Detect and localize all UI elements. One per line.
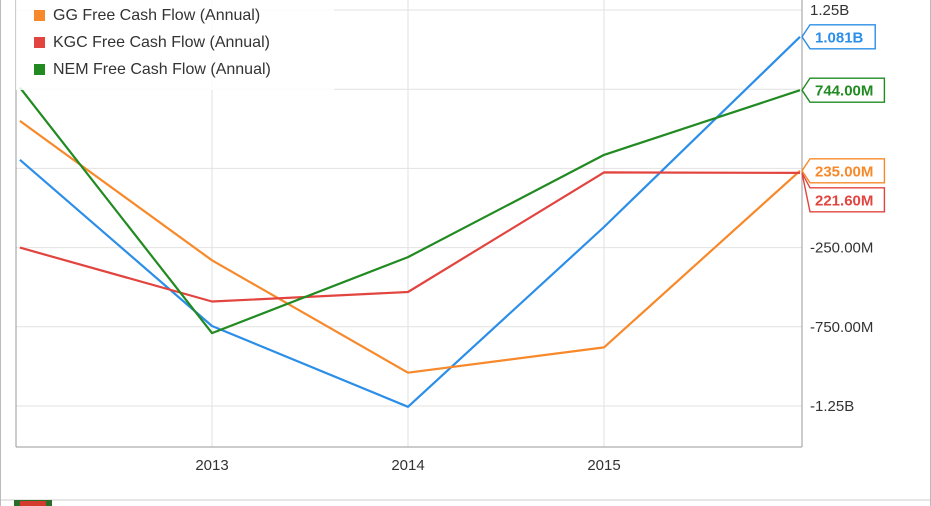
- end-label-box: [801, 172, 886, 213]
- y-tick-label: -1.25B: [810, 398, 854, 415]
- legend-swatch: [34, 10, 45, 21]
- end-label-0: 1.081B: [801, 24, 876, 50]
- legend-swatch: [34, 37, 45, 48]
- series-line-2: [19, 171, 801, 303]
- series-lines: [19, 36, 801, 408]
- end-label-3: 744.00M: [801, 77, 886, 103]
- series-line-3: [19, 86, 801, 335]
- legend-swatch: [34, 64, 45, 75]
- ycharts-logo-icon: [14, 500, 52, 506]
- x-axis-tick-labels: 2013 2014 2015: [195, 457, 620, 474]
- series-end-labels: 1.081B 744.00M 235.00M 221.60M: [801, 24, 886, 213]
- end-label-text: 235.00M: [815, 163, 873, 180]
- logo-mark-inner: [20, 501, 46, 506]
- end-label-2: 221.60M: [801, 172, 886, 213]
- x-tick-label: 2013: [195, 457, 228, 474]
- end-label-text: 1.081B: [815, 29, 864, 46]
- legend-entry: NEM Free Cash Flow (Annual): [53, 61, 271, 78]
- end-label-box: [801, 158, 886, 184]
- y-axis-tick-labels: 1.25B -250.00M -750.00M -1.25B: [810, 2, 873, 415]
- y-tick-label: -250.00M: [810, 240, 873, 257]
- series-line-0: [19, 36, 801, 408]
- x-tick-label: 2015: [587, 457, 620, 474]
- legend-entry: GG Free Cash Flow (Annual): [53, 7, 260, 24]
- legend-background: [16, 0, 334, 90]
- y-tick-label: -750.00M: [810, 319, 873, 336]
- end-label-1: 235.00M: [801, 158, 886, 184]
- end-label-box: [801, 77, 886, 103]
- legend: GG Free Cash Flow (Annual) KGC Free Cash …: [16, 0, 334, 90]
- legend-entry: KGC Free Cash Flow (Annual): [53, 34, 270, 51]
- y-tick-label: 1.25B: [810, 2, 849, 19]
- end-label-box: [801, 24, 876, 50]
- end-label-text: 744.00M: [815, 83, 873, 100]
- series-line-1: [19, 120, 801, 374]
- end-label-text: 221.60M: [815, 192, 873, 209]
- x-tick-label: 2014: [391, 457, 424, 474]
